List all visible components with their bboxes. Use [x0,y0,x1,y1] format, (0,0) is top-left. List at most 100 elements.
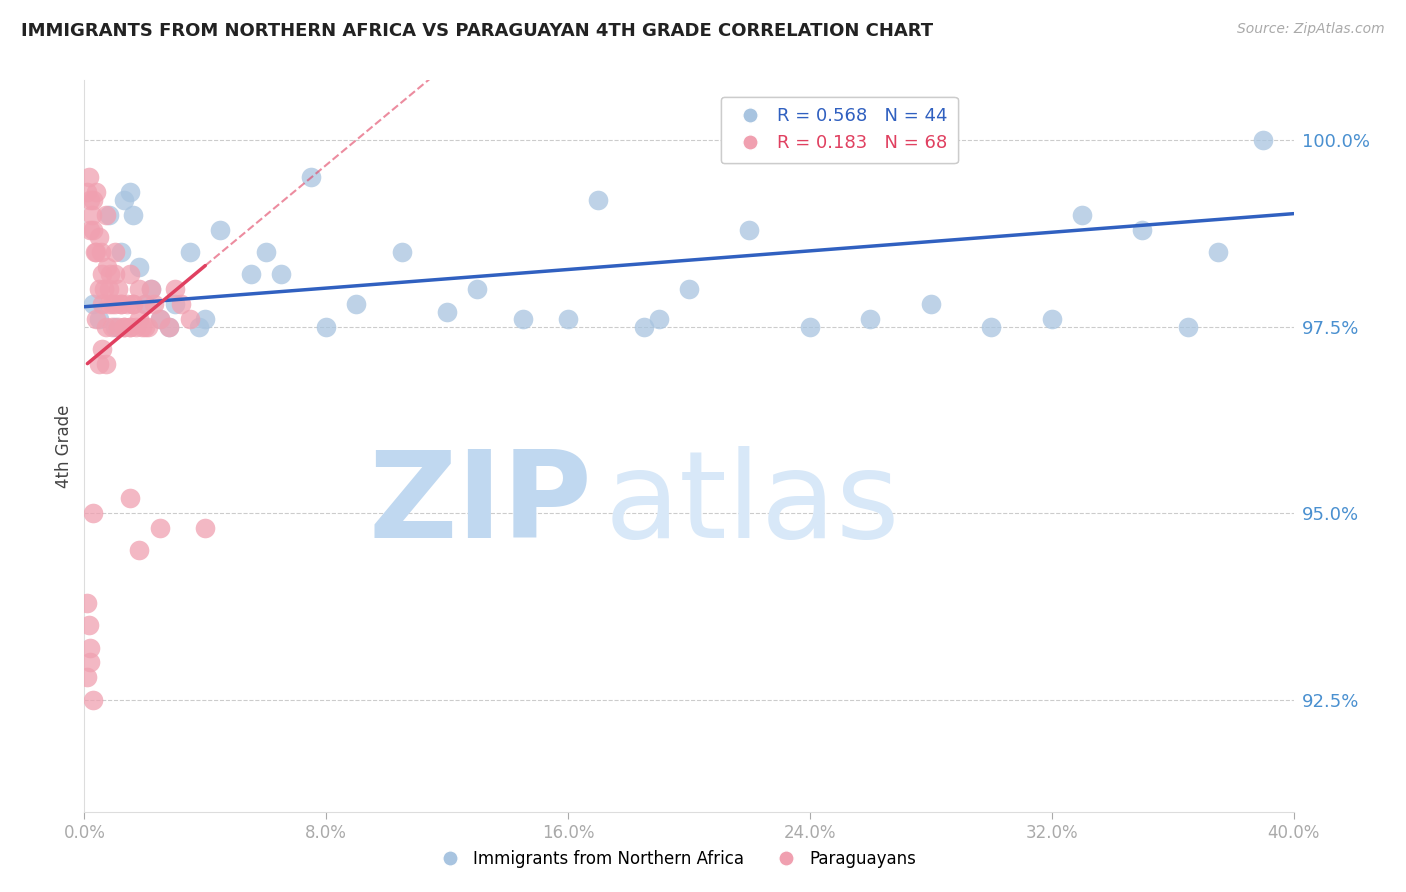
Point [165,282,187,296]
Point [299,170,322,185]
Point [179,244,201,259]
Y-axis label: 4th Grade: 4th Grade [55,404,73,488]
Point [80,208,103,222]
Point [149,312,172,326]
Point [104,268,127,282]
Point [467,282,489,296]
Point [86,244,108,259]
Point [77,618,100,632]
Point [91,268,114,282]
Point [254,244,277,259]
Point [82,193,104,207]
Point [194,521,217,535]
Point [678,282,700,296]
Point [149,312,172,326]
Point [79,656,101,670]
Point [96,260,118,274]
Point [86,312,108,326]
Point [76,670,98,684]
Point [557,312,579,326]
Point [91,342,114,356]
Point [270,268,292,282]
Point [89,282,111,296]
Legend: Immigrants from Northern Africa, Paraguayans: Immigrants from Northern Africa, Paragua… [427,844,922,875]
Point [89,312,111,326]
Point [79,640,101,655]
Point [93,282,115,296]
Point [738,222,761,236]
Point [100,319,122,334]
Point [110,297,132,311]
Point [107,282,129,296]
Point [82,692,104,706]
Point [134,319,156,334]
Point [104,319,127,334]
Text: atlas: atlas [605,446,900,563]
Point [194,312,217,326]
Point [128,312,150,326]
Point [77,170,100,185]
Point [104,297,127,311]
Point [209,222,232,236]
Point [121,297,143,311]
Point [112,193,135,207]
Point [82,506,104,520]
Point [1040,312,1063,326]
Point [118,268,141,282]
Point [125,319,148,334]
Point [94,208,117,222]
Point [1253,133,1275,147]
Point [920,297,942,311]
Legend: R = 0.568   N = 44, R = 0.183   N = 68: R = 0.568 N = 44, R = 0.183 N = 68 [721,96,957,163]
Point [179,312,201,326]
Point [139,282,162,296]
Point [588,193,610,207]
Point [89,230,111,244]
Point [799,319,821,334]
Point [157,319,180,334]
Point [118,319,141,334]
Point [157,319,180,334]
Point [128,282,150,296]
Text: Source: ZipAtlas.com: Source: ZipAtlas.com [1237,22,1385,37]
Point [1071,208,1094,222]
Point [110,297,132,311]
Point [90,244,112,259]
Point [76,186,98,200]
Point [648,312,671,326]
Point [115,297,138,311]
Point [98,268,121,282]
Point [149,521,172,535]
Point [436,304,458,318]
Point [980,319,1002,334]
Point [121,297,143,311]
Point [100,297,122,311]
Point [128,543,150,558]
Point [79,193,101,207]
Point [112,319,135,334]
Point [142,297,165,311]
Point [118,186,141,200]
Point [165,297,187,311]
Point [131,319,153,334]
Point [170,297,193,311]
Point [118,319,141,334]
Point [97,297,120,311]
Point [89,357,111,371]
Point [139,282,162,296]
Point [859,312,882,326]
Point [134,297,156,311]
Point [82,222,104,236]
Point [315,319,337,334]
Point [82,297,104,311]
Point [104,244,127,259]
Point [112,319,135,334]
Point [76,596,98,610]
Point [97,208,120,222]
Point [1177,319,1199,334]
Point [188,319,211,334]
Point [121,208,143,222]
Point [136,319,159,334]
Point [239,268,262,282]
Point [84,244,107,259]
